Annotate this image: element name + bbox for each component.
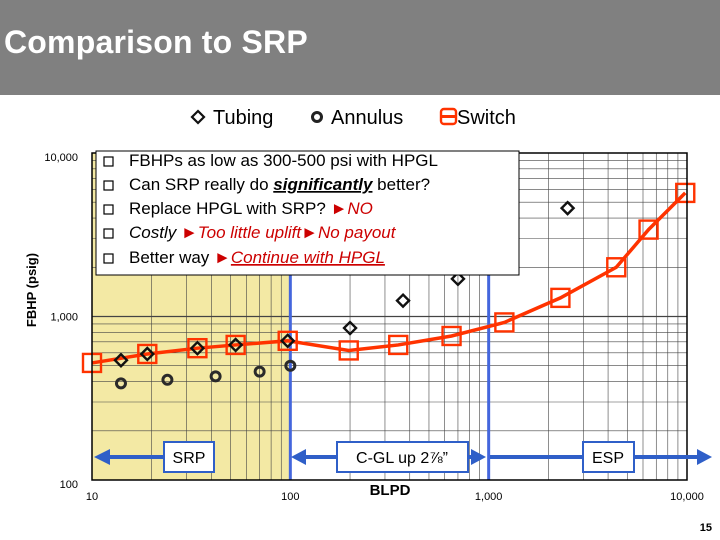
bullet-box-icon (103, 253, 114, 264)
annulus-marker (114, 377, 127, 390)
srp-callout-label: SRP (173, 450, 206, 467)
cgl-arrow-head-left (291, 449, 306, 465)
tubing-marker (559, 200, 576, 216)
switch-marker (388, 334, 409, 356)
legend-tubing-marker (190, 109, 206, 125)
switch-marker (675, 182, 696, 204)
switch-marker (494, 312, 515, 333)
bullet-highlight: Continue with HPGL (231, 248, 385, 267)
legend-tubing-label: Tubing (213, 107, 273, 129)
legend-annulus-label: Annulus (331, 107, 403, 129)
switch-marker (638, 219, 659, 240)
y-tick-label: 10,000 (44, 152, 78, 164)
annulus-marker (253, 365, 266, 378)
srp-arrow-head (94, 449, 110, 465)
tubing-marker (395, 292, 411, 309)
tubing-marker (227, 337, 244, 353)
tubing-marker (189, 340, 206, 356)
bullet-highlight: No payout (318, 223, 397, 242)
bullet-text-segment: Costly (129, 223, 181, 242)
cgl-callout-box (336, 441, 469, 473)
tick-labels: 10 100 1,000 10,000 10,000 1,000 100 (44, 152, 703, 503)
bullet-arrow-icon: ► (181, 223, 198, 242)
annulus-marker (161, 373, 174, 386)
chart: 10 100 1,000 10,000 10,000 1,000 100 SRP C-GL u… (24, 107, 712, 534)
switch-marker (338, 340, 359, 361)
y-axis-label: FBHP (psig) (24, 253, 39, 327)
switch-marker (225, 334, 246, 356)
bullet-arrow-icon: ► (301, 223, 318, 242)
bullet-arrow-icon: ► (331, 199, 348, 218)
esp-arrow-head (697, 449, 712, 465)
tubing-marker (280, 333, 296, 349)
switch-marker (441, 325, 462, 347)
srp-callout-box (163, 441, 215, 473)
tubing-marker (450, 271, 466, 287)
annotation-box: FBHPs as low as 300-500 psi with HPGL Can… (95, 150, 520, 276)
bullet-text-segment: Better way (129, 248, 214, 267)
bullet-text: FBHPs as low as 300-500 psi with HPGL (129, 151, 438, 170)
bullet-box-icon (103, 180, 114, 191)
annotation-box-background (95, 150, 520, 276)
bullet-arrow-icon: ► (214, 248, 231, 267)
tubing-marker (342, 320, 358, 336)
bullet-text: Better way ►Continue with HPGL (129, 248, 385, 267)
cgl-callout-label: C-GL up 2⅞” (356, 450, 448, 467)
switch-marker (137, 343, 158, 365)
cgl-arrow-head-right (471, 449, 486, 465)
esp-callout-label: ESP (592, 450, 624, 467)
bullet-text-segment: FBHPs as low as 300-500 psi with HPGL (129, 151, 438, 170)
switch-marker (550, 287, 571, 309)
page-number: 15 (700, 522, 712, 534)
tubing-marker (113, 352, 129, 368)
bullet-text: Costly ►Too little uplift►No payout (129, 223, 397, 242)
bullet-text: Replace HPGL with SRP? ►NO (129, 199, 373, 218)
bullet-text-segment: Too little uplift (198, 223, 303, 242)
bullet-box-icon (103, 228, 114, 239)
x-axis-label: BLPD (370, 482, 411, 499)
bullet-text-segment: better? (372, 175, 430, 194)
x-tick-label: 100 (281, 491, 299, 503)
switch-marker (187, 337, 208, 359)
y-tick-label: 1,000 (50, 312, 78, 324)
bullet-text: Can SRP really do significantly better? (129, 175, 430, 194)
bullet-highlight: NO (347, 199, 373, 218)
annulus-marker (209, 370, 222, 383)
callouts: SRP C-GL up 2⅞” ESP (94, 441, 712, 473)
switch-series-line (91, 191, 687, 365)
bullet-box-icon (103, 156, 114, 167)
title-bar: Comparison to SRP (0, 0, 720, 95)
esp-callout-box (582, 441, 635, 473)
legend: Tubing Annulus Switch (190, 107, 516, 129)
bullet-text-segment: Can SRP really do (129, 175, 273, 194)
tubing-marker (139, 346, 155, 362)
switch-marker (606, 257, 627, 278)
legend-switch-label: Switch (457, 107, 516, 129)
switch-marker (277, 330, 298, 352)
bullet-text-segment: Replace HPGL with SRP? (129, 199, 331, 218)
y-tick-label: 100 (60, 479, 78, 491)
x-tick-label: 1,000 (475, 491, 503, 503)
x-tick-label: 10 (86, 491, 98, 503)
legend-annulus-marker (311, 111, 323, 123)
x-tick-label: 10,000 (670, 491, 704, 503)
bullet-emphasis: significantly (273, 175, 374, 194)
annulus-marker (284, 359, 297, 372)
slide-title: Comparison to SRP (4, 24, 308, 60)
bullet-box-icon (103, 204, 114, 215)
